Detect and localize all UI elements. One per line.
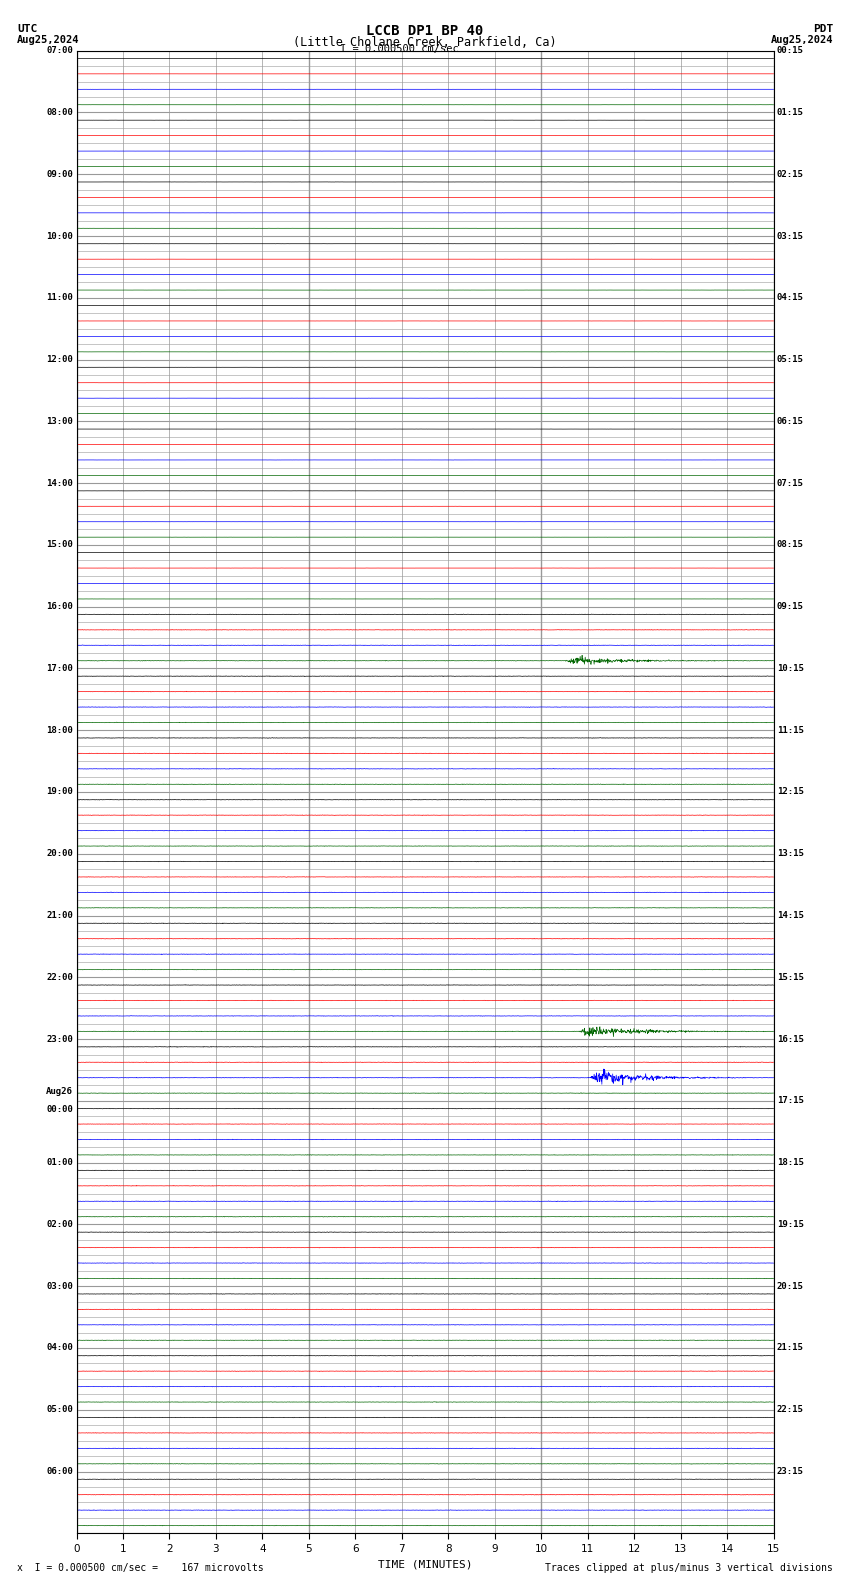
Text: 20:15: 20:15 — [777, 1281, 804, 1291]
Text: 08:15: 08:15 — [777, 540, 804, 550]
Text: x  I = 0.000500 cm/sec =    167 microvolts: x I = 0.000500 cm/sec = 167 microvolts — [17, 1563, 264, 1573]
Text: 23:00: 23:00 — [46, 1034, 73, 1044]
Text: 01:00: 01:00 — [46, 1158, 73, 1167]
Text: 18:15: 18:15 — [777, 1158, 804, 1167]
Text: 04:15: 04:15 — [777, 293, 804, 303]
Text: 16:15: 16:15 — [777, 1034, 804, 1044]
Text: 22:00: 22:00 — [46, 973, 73, 982]
Text: 13:00: 13:00 — [46, 417, 73, 426]
Text: 06:15: 06:15 — [777, 417, 804, 426]
Text: 15:15: 15:15 — [777, 973, 804, 982]
Text: 09:00: 09:00 — [46, 169, 73, 179]
Text: 08:00: 08:00 — [46, 108, 73, 117]
Text: 10:15: 10:15 — [777, 664, 804, 673]
Text: 20:00: 20:00 — [46, 849, 73, 859]
Text: 14:00: 14:00 — [46, 478, 73, 488]
Text: 19:15: 19:15 — [777, 1220, 804, 1229]
Text: 02:00: 02:00 — [46, 1220, 73, 1229]
Text: (Little Cholane Creek, Parkfield, Ca): (Little Cholane Creek, Parkfield, Ca) — [293, 36, 557, 49]
Text: 19:00: 19:00 — [46, 787, 73, 797]
Text: 06:00: 06:00 — [46, 1467, 73, 1476]
Text: I = 0.000500 cm/sec: I = 0.000500 cm/sec — [340, 44, 459, 54]
Text: 07:15: 07:15 — [777, 478, 804, 488]
Text: 00:00: 00:00 — [46, 1106, 73, 1114]
Text: PDT: PDT — [813, 24, 833, 33]
Text: 17:15: 17:15 — [777, 1096, 804, 1106]
Text: Aug26: Aug26 — [46, 1088, 73, 1096]
Text: LCCB DP1 BP 40: LCCB DP1 BP 40 — [366, 24, 484, 38]
Text: Aug25,2024: Aug25,2024 — [17, 35, 80, 44]
Text: 05:00: 05:00 — [46, 1405, 73, 1415]
Text: 11:00: 11:00 — [46, 293, 73, 303]
Text: 18:00: 18:00 — [46, 725, 73, 735]
Text: 21:00: 21:00 — [46, 911, 73, 920]
Text: 10:00: 10:00 — [46, 231, 73, 241]
Text: 11:15: 11:15 — [777, 725, 804, 735]
Text: 21:15: 21:15 — [777, 1343, 804, 1353]
Text: 13:15: 13:15 — [777, 849, 804, 859]
Text: 22:15: 22:15 — [777, 1405, 804, 1415]
Text: 03:00: 03:00 — [46, 1281, 73, 1291]
Text: 02:15: 02:15 — [777, 169, 804, 179]
Text: 09:15: 09:15 — [777, 602, 804, 611]
Text: 15:00: 15:00 — [46, 540, 73, 550]
X-axis label: TIME (MINUTES): TIME (MINUTES) — [377, 1559, 473, 1570]
Text: 12:15: 12:15 — [777, 787, 804, 797]
Text: 23:15: 23:15 — [777, 1467, 804, 1476]
Text: 05:15: 05:15 — [777, 355, 804, 364]
Text: 00:15: 00:15 — [777, 46, 804, 55]
Text: Aug25,2024: Aug25,2024 — [770, 35, 833, 44]
Text: 07:00: 07:00 — [46, 46, 73, 55]
Text: 16:00: 16:00 — [46, 602, 73, 611]
Text: 17:00: 17:00 — [46, 664, 73, 673]
Text: Traces clipped at plus/minus 3 vertical divisions: Traces clipped at plus/minus 3 vertical … — [545, 1563, 833, 1573]
Text: 12:00: 12:00 — [46, 355, 73, 364]
Text: 04:00: 04:00 — [46, 1343, 73, 1353]
Text: UTC: UTC — [17, 24, 37, 33]
Text: 01:15: 01:15 — [777, 108, 804, 117]
Text: 03:15: 03:15 — [777, 231, 804, 241]
Text: 14:15: 14:15 — [777, 911, 804, 920]
